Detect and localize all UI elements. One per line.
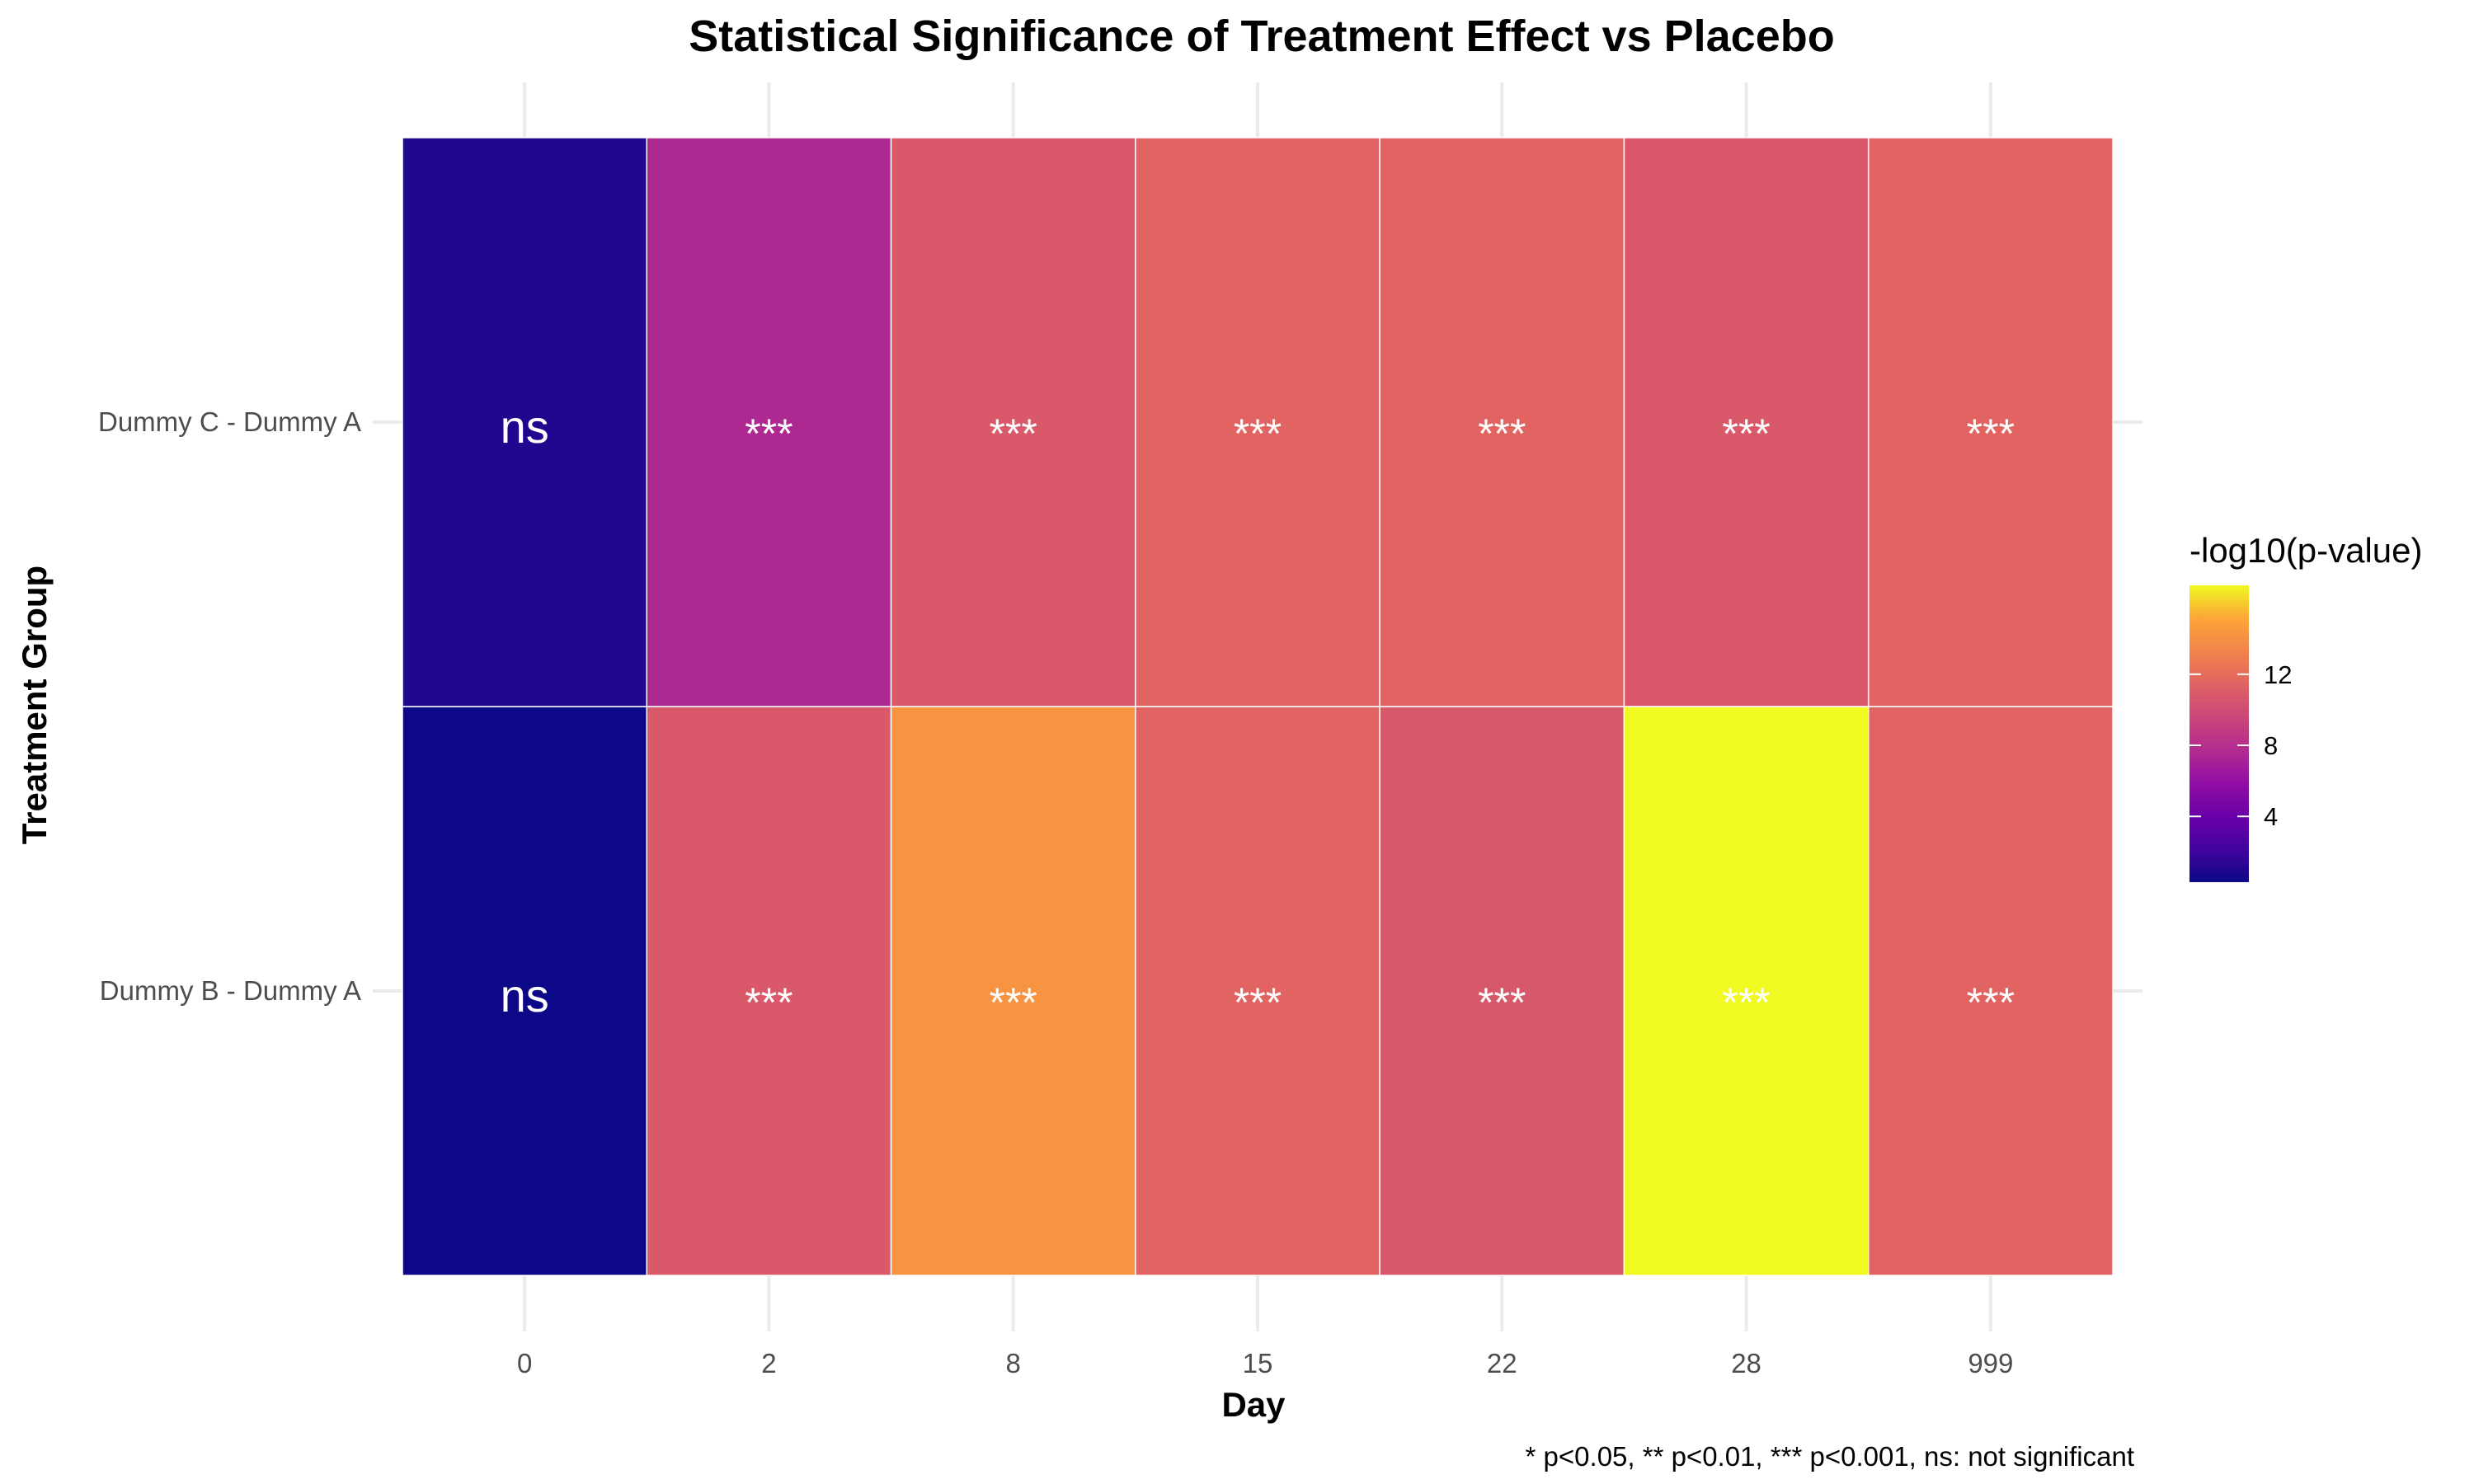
heatmap-cell [1623, 706, 1870, 1276]
x-axis-title: Day [1221, 1385, 1286, 1424]
cell-labels: ns *** *** *** *** *** *** ns *** *** *** *** *** *** [501, 401, 2015, 1026]
cell-significance-label: ns [501, 401, 549, 453]
heatmap-cell [1379, 706, 1625, 1276]
cell-significance-label: ns [501, 970, 549, 1021]
legend-tick-label: 8 [2264, 731, 2278, 760]
x-tick-label: 8 [1006, 1348, 1021, 1378]
x-tick-label: 999 [1968, 1348, 2013, 1378]
heatmap-cell [890, 137, 1136, 707]
heatmap-cells [402, 137, 2114, 1276]
cell-significance-label: *** [1967, 411, 2015, 457]
heatmap-cell [1623, 137, 1870, 707]
y-tick-label: Dummy C - Dummy A [98, 406, 361, 437]
significance-caption: * p<0.05, ** p<0.01, *** p<0.001, ns: no… [1526, 1441, 2134, 1472]
x-axis-ticks: 0 2 8 15 22 28 999 [517, 1348, 2013, 1378]
cell-significance-label: *** [1478, 411, 1526, 457]
cell-significance-label: *** [1234, 979, 1282, 1026]
cell-significance-label: *** [990, 979, 1037, 1026]
legend-colorbar [2189, 585, 2249, 882]
cell-significance-label: *** [1234, 411, 1282, 457]
cell-significance-label: *** [990, 411, 1037, 457]
cell-significance-label: *** [1967, 979, 2015, 1026]
x-tick-label: 22 [1487, 1348, 1517, 1378]
y-axis-ticks: Dummy B - Dummy A Dummy C - Dummy A [98, 406, 361, 1006]
cell-significance-label: *** [1478, 979, 1526, 1026]
legend-tick-label: 12 [2264, 660, 2292, 689]
cell-significance-label: *** [745, 979, 793, 1026]
color-legend: -log10(p-value) 4 8 12 [2189, 531, 2422, 882]
heatmap-cell [646, 706, 892, 1276]
y-tick-label: Dummy B - Dummy A [100, 975, 361, 1006]
cell-significance-label: *** [1722, 411, 1770, 457]
heatmap-cell [646, 137, 892, 707]
chart-title: Statistical Significance of Treatment Ef… [689, 12, 1834, 61]
heatmap-cell [890, 706, 1136, 1276]
heatmap-cell [1867, 137, 2114, 707]
x-tick-label: 0 [517, 1348, 532, 1378]
heatmap-cell [1135, 706, 1380, 1276]
x-tick-label: 28 [1731, 1348, 1761, 1378]
legend-title: -log10(p-value) [2189, 531, 2422, 570]
x-tick-label: 2 [761, 1348, 776, 1378]
legend-ticks: 4 8 12 [2189, 660, 2292, 831]
y-axis-title: Treatment Group [15, 566, 54, 844]
legend-tick-label: 4 [2264, 802, 2278, 831]
heatmap-cell [402, 137, 648, 707]
cell-significance-label: *** [1722, 979, 1770, 1026]
heatmap-cell [1135, 137, 1380, 707]
x-tick-label: 15 [1243, 1348, 1273, 1378]
cell-significance-label: *** [745, 411, 793, 457]
